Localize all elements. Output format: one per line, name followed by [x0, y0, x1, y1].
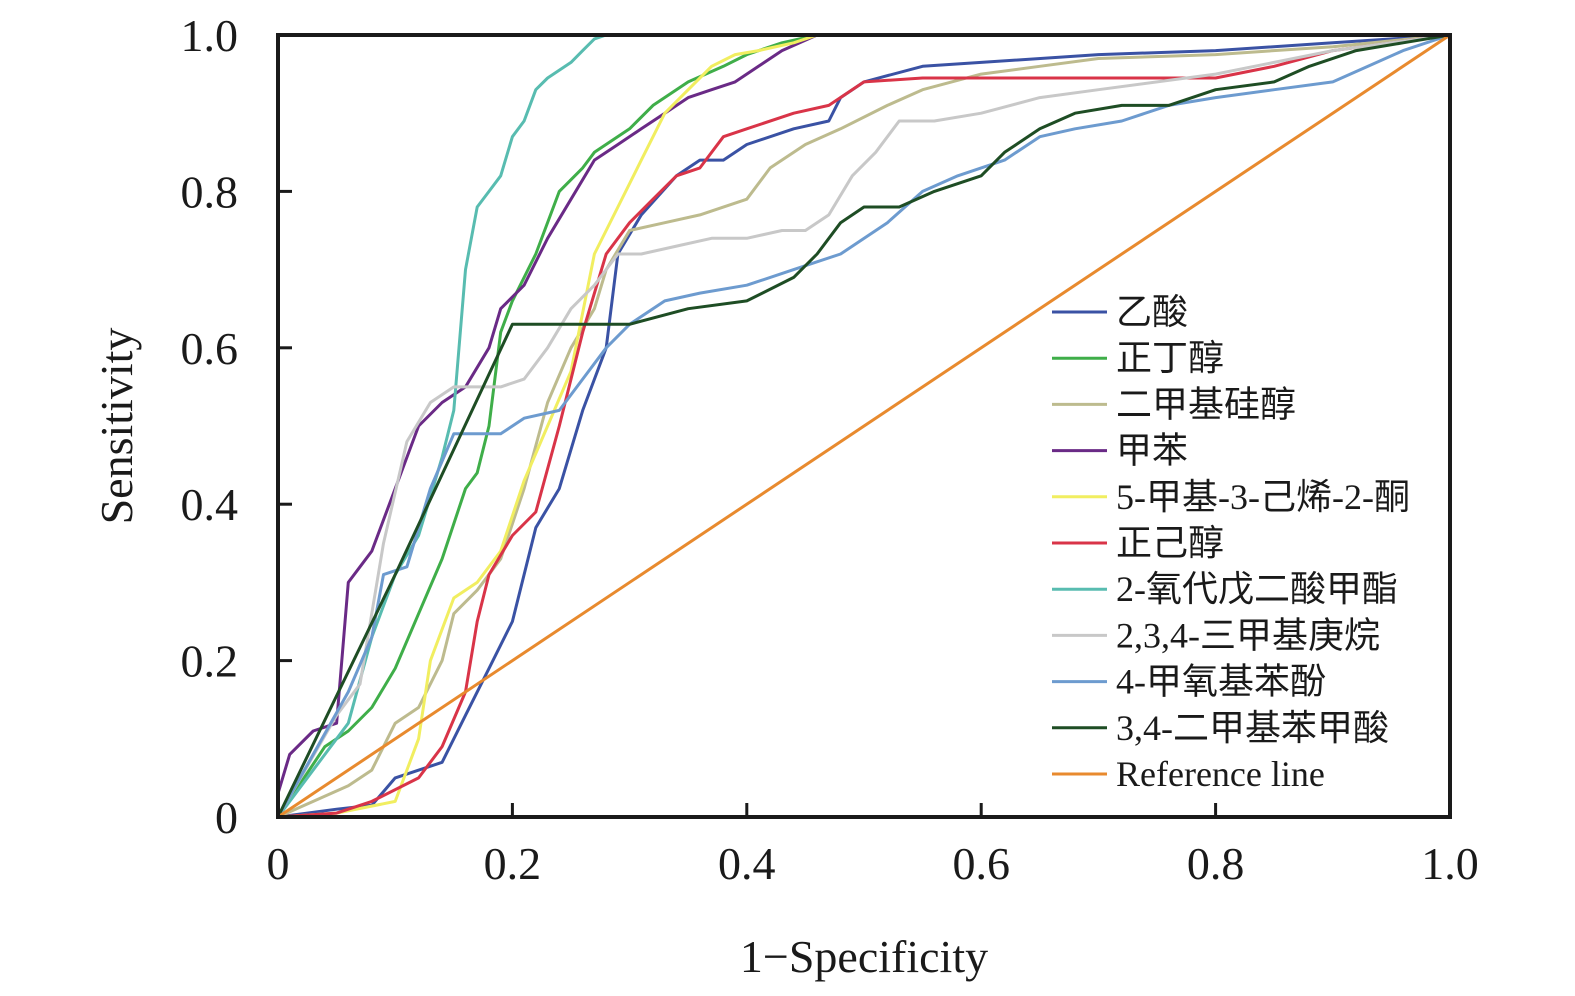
- series-line-4: [277, 33, 1450, 819]
- series-layer: [276, 33, 1451, 819]
- series-line-5: [277, 33, 1451, 819]
- legend-label-4: 5-甲基-3-己烯-2-酮: [1116, 477, 1410, 517]
- ticks-layer: 0 0.2 0.4 0.6 0.8 1.0 0 0.2 0.4 0.6 0.8 1.0: [181, 10, 1479, 889]
- series-line-7: [276, 33, 1451, 818]
- series-line-6: [276, 33, 1450, 818]
- x-tick-label: 0.8: [1187, 838, 1245, 889]
- y-axis-title: Sensitivity: [91, 328, 142, 525]
- x-tick-label: 0.6: [952, 838, 1010, 889]
- y-tick-label: 0.2: [181, 636, 239, 687]
- legend-label-7: 2,3,4-三甲基庚烷: [1116, 615, 1380, 655]
- y-tick-label: 1.0: [181, 10, 239, 61]
- legend-label-5: 正己醇: [1116, 523, 1224, 563]
- x-tick-label: 0.2: [484, 838, 542, 889]
- series-line-9: [276, 33, 1451, 818]
- legend-label-3: 甲苯: [1116, 431, 1188, 471]
- series-line-10: [277, 33, 1451, 819]
- x-tick-label: 0: [267, 838, 290, 889]
- legend-label-6: 2-氧代戊二酸甲酯: [1116, 569, 1398, 609]
- y-tick-label: 0: [215, 792, 238, 843]
- x-tick-label: 0.4: [718, 838, 776, 889]
- legend-label-2: 二甲基硅醇: [1116, 384, 1296, 424]
- plot-frame: [276, 33, 1452, 819]
- series-line-2: [277, 33, 1451, 819]
- x-axis-title: 1−Specificity: [740, 931, 988, 982]
- legend-label-0: 乙酸: [1116, 292, 1188, 332]
- series-line-3: [276, 33, 1450, 794]
- series-line-1: [276, 33, 1450, 818]
- y-tick-label: 0.4: [181, 479, 239, 530]
- legend-label-1: 正丁醇: [1116, 338, 1224, 378]
- legend-label-9: 3,4-二甲基苯甲酸: [1116, 708, 1389, 748]
- legend-label-8: 4-甲氧基苯酚: [1116, 662, 1326, 702]
- legend-label-10: Reference line: [1116, 754, 1325, 794]
- y-tick-label: 0.6: [181, 323, 239, 374]
- y-tick-label: 0.8: [181, 166, 239, 217]
- x-tick-label: 1.0: [1421, 838, 1479, 889]
